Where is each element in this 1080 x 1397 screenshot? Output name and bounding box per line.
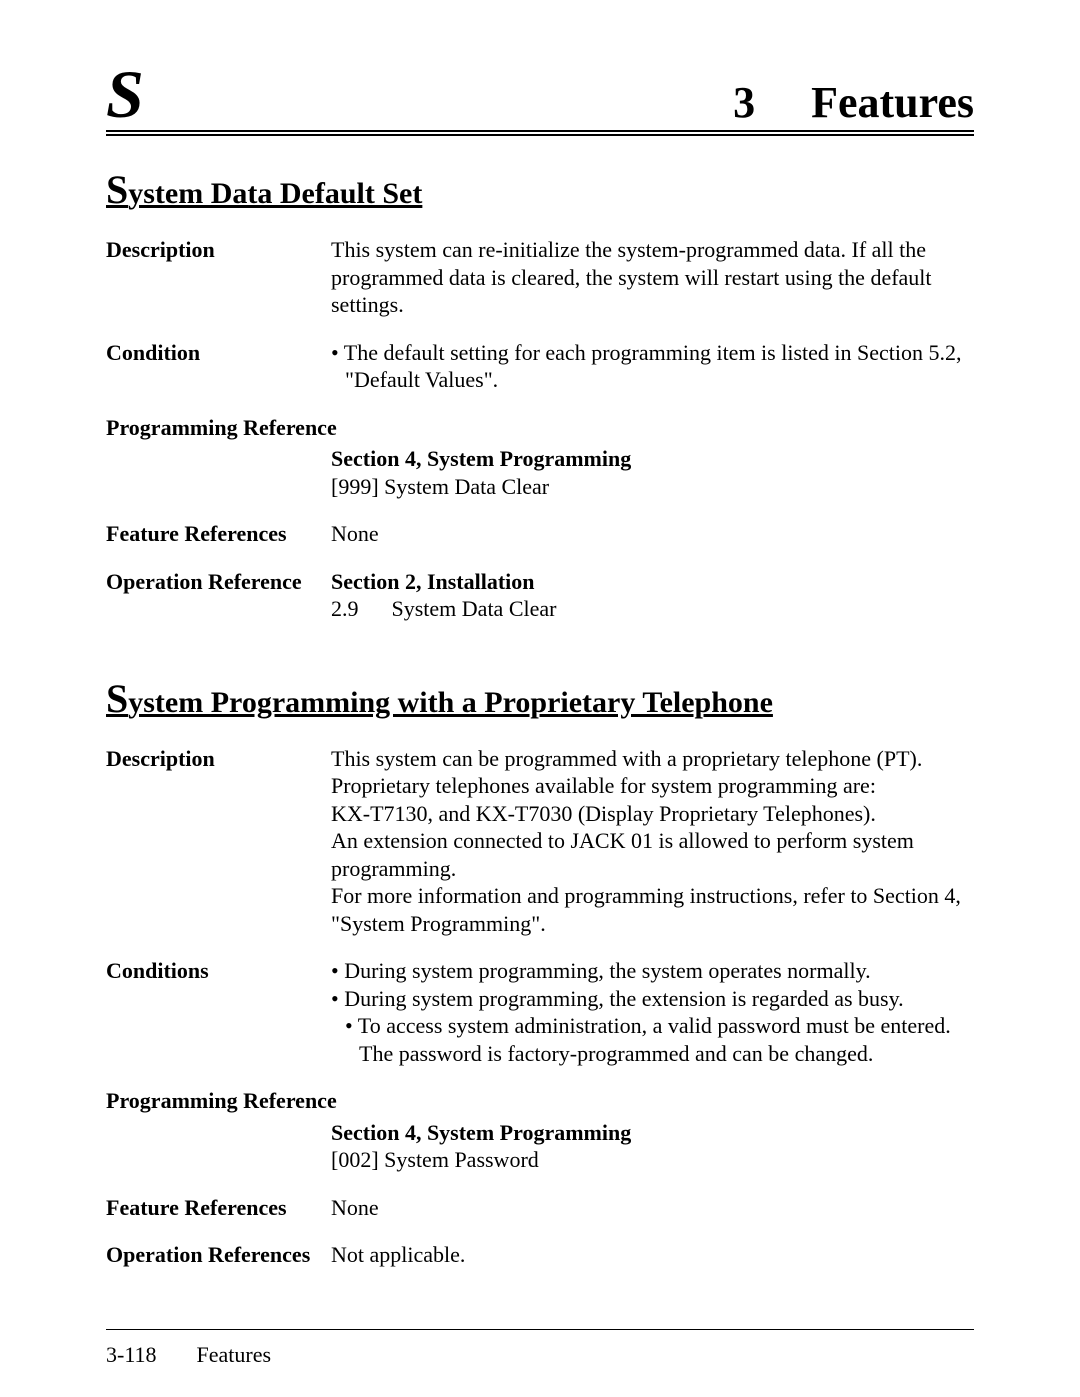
page-header: S 3 Features bbox=[106, 60, 974, 136]
value-programming-reference: Section 4, System Programming [002] Syst… bbox=[331, 1119, 974, 1174]
prog-ref-section: Section 4, System Programming bbox=[331, 445, 974, 473]
label-conditions: Conditions bbox=[106, 957, 331, 985]
section-title-dropcap: S bbox=[106, 167, 128, 212]
row-description: Description This system can re-initializ… bbox=[106, 236, 974, 319]
row-conditions: Conditions • During system programming, … bbox=[106, 957, 974, 1067]
header-right: 3 Features bbox=[733, 77, 974, 128]
row-programming-reference-label: Programming Reference bbox=[106, 1087, 974, 1115]
value-feature-references: None bbox=[331, 1194, 974, 1222]
label-condition: Condition bbox=[106, 339, 331, 367]
value-description: This system can be programmed with a pro… bbox=[331, 745, 974, 938]
page: S 3 Features System Data Default Set Des… bbox=[0, 0, 1080, 1397]
value-operation-references: Not applicable. bbox=[331, 1241, 974, 1269]
section-title-text: ystem Programming with a Proprietary Tel… bbox=[128, 686, 773, 719]
desc-line: For more information and programming ins… bbox=[331, 882, 974, 937]
condition-bullet: • To access system administration, a val… bbox=[331, 1012, 974, 1067]
label-operation-references: Operation References bbox=[106, 1241, 331, 1269]
row-description: Description This system can be programme… bbox=[106, 745, 974, 938]
section-title: System Programming with a Proprietary Te… bbox=[106, 679, 974, 719]
footer: 3-118 Features bbox=[106, 1329, 974, 1368]
footer-page-number: 3-118 bbox=[106, 1342, 157, 1368]
value-condition: • The default setting for each programmi… bbox=[331, 339, 974, 394]
value-conditions: • During system programming, the system … bbox=[331, 957, 974, 1067]
desc-line: Proprietary telephones available for sys… bbox=[331, 772, 974, 800]
prog-ref-item: [999] System Data Clear bbox=[331, 473, 974, 501]
label-programming-reference: Programming Reference bbox=[106, 414, 337, 442]
row-programming-reference-value: Section 4, System Programming [999] Syst… bbox=[106, 445, 974, 500]
section-title-dropcap: S bbox=[106, 676, 128, 721]
prog-ref-item: [002] System Password bbox=[331, 1146, 974, 1174]
row-operation-references: Operation References Not applicable. bbox=[106, 1241, 974, 1269]
prog-ref-section: Section 4, System Programming bbox=[331, 1119, 974, 1147]
section-system-data-default-set: System Data Default Set Description This… bbox=[106, 170, 974, 623]
row-feature-references: Feature References None bbox=[106, 520, 974, 548]
header-dropcap: S bbox=[106, 60, 144, 128]
op-ref-section: Section 2, Installation bbox=[331, 568, 974, 596]
value-description: This system can re-initialize the system… bbox=[331, 236, 974, 319]
label-feature-references: Feature References bbox=[106, 520, 331, 548]
desc-line: This system can be programmed with a pro… bbox=[331, 745, 974, 773]
section-title: System Data Default Set bbox=[106, 170, 974, 210]
value-programming-reference: Section 4, System Programming [999] Syst… bbox=[331, 445, 974, 500]
condition-bullet: • During system programming, the system … bbox=[331, 957, 974, 985]
row-feature-references: Feature References None bbox=[106, 1194, 974, 1222]
row-condition: Condition • The default setting for each… bbox=[106, 339, 974, 394]
label-description: Description bbox=[106, 745, 331, 773]
condition-bullet: • The default setting for each programmi… bbox=[331, 339, 974, 394]
section-system-programming-proprietary: System Programming with a Proprietary Te… bbox=[106, 679, 974, 1269]
op-ref-item: 2.9 System Data Clear bbox=[331, 595, 974, 623]
row-operation-reference: Operation Reference Section 2, Installat… bbox=[106, 568, 974, 623]
label-programming-reference: Programming Reference bbox=[106, 1087, 337, 1115]
row-programming-reference-label: Programming Reference bbox=[106, 414, 974, 442]
value-operation-reference: Section 2, Installation 2.9 System Data … bbox=[331, 568, 974, 623]
label-operation-reference: Operation Reference bbox=[106, 568, 331, 596]
condition-bullet: • During system programming, the extensi… bbox=[331, 985, 974, 1013]
row-programming-reference-value: Section 4, System Programming [002] Syst… bbox=[106, 1119, 974, 1174]
desc-line: KX-T7130, and KX-T7030 (Display Propriet… bbox=[331, 800, 974, 828]
chapter-title: Features bbox=[811, 77, 974, 128]
value-feature-references: None bbox=[331, 520, 974, 548]
section-title-text: ystem Data Default Set bbox=[128, 177, 422, 210]
footer-title: Features bbox=[197, 1342, 272, 1368]
label-feature-references: Feature References bbox=[106, 1194, 331, 1222]
chapter-number: 3 bbox=[733, 77, 755, 128]
desc-line: An extension connected to JACK 01 is all… bbox=[331, 827, 974, 882]
label-description: Description bbox=[106, 236, 331, 264]
